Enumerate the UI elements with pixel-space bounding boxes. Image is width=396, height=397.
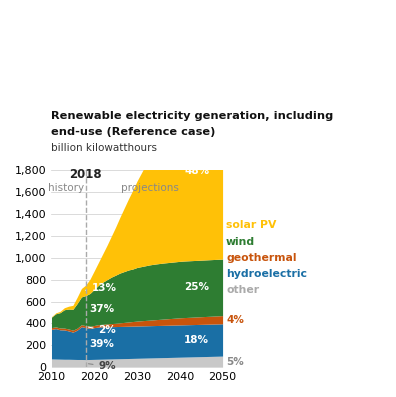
Text: wind: wind bbox=[226, 237, 255, 247]
Text: 13%: 13% bbox=[86, 283, 117, 293]
Text: 4%: 4% bbox=[226, 315, 244, 325]
Text: billion kilowatthours: billion kilowatthours bbox=[51, 143, 158, 153]
Text: 9%: 9% bbox=[88, 361, 116, 372]
Text: 39%: 39% bbox=[89, 339, 114, 349]
Text: 2018: 2018 bbox=[69, 168, 102, 181]
Text: 48%: 48% bbox=[184, 166, 209, 176]
Text: 5%: 5% bbox=[226, 357, 244, 366]
Text: Renewable electricity generation, including: Renewable electricity generation, includ… bbox=[51, 111, 334, 121]
Text: 2%: 2% bbox=[88, 326, 116, 335]
Text: projections: projections bbox=[121, 183, 179, 193]
Text: end-use (Reference case): end-use (Reference case) bbox=[51, 127, 216, 137]
Text: solar PV: solar PV bbox=[226, 220, 276, 230]
Text: geothermal: geothermal bbox=[226, 252, 297, 263]
Text: 18%: 18% bbox=[184, 335, 209, 345]
Text: history: history bbox=[48, 183, 84, 193]
Text: other: other bbox=[226, 285, 259, 295]
Text: 25%: 25% bbox=[184, 282, 209, 292]
Text: 37%: 37% bbox=[89, 304, 114, 314]
Text: hydroelectric: hydroelectric bbox=[226, 269, 307, 279]
